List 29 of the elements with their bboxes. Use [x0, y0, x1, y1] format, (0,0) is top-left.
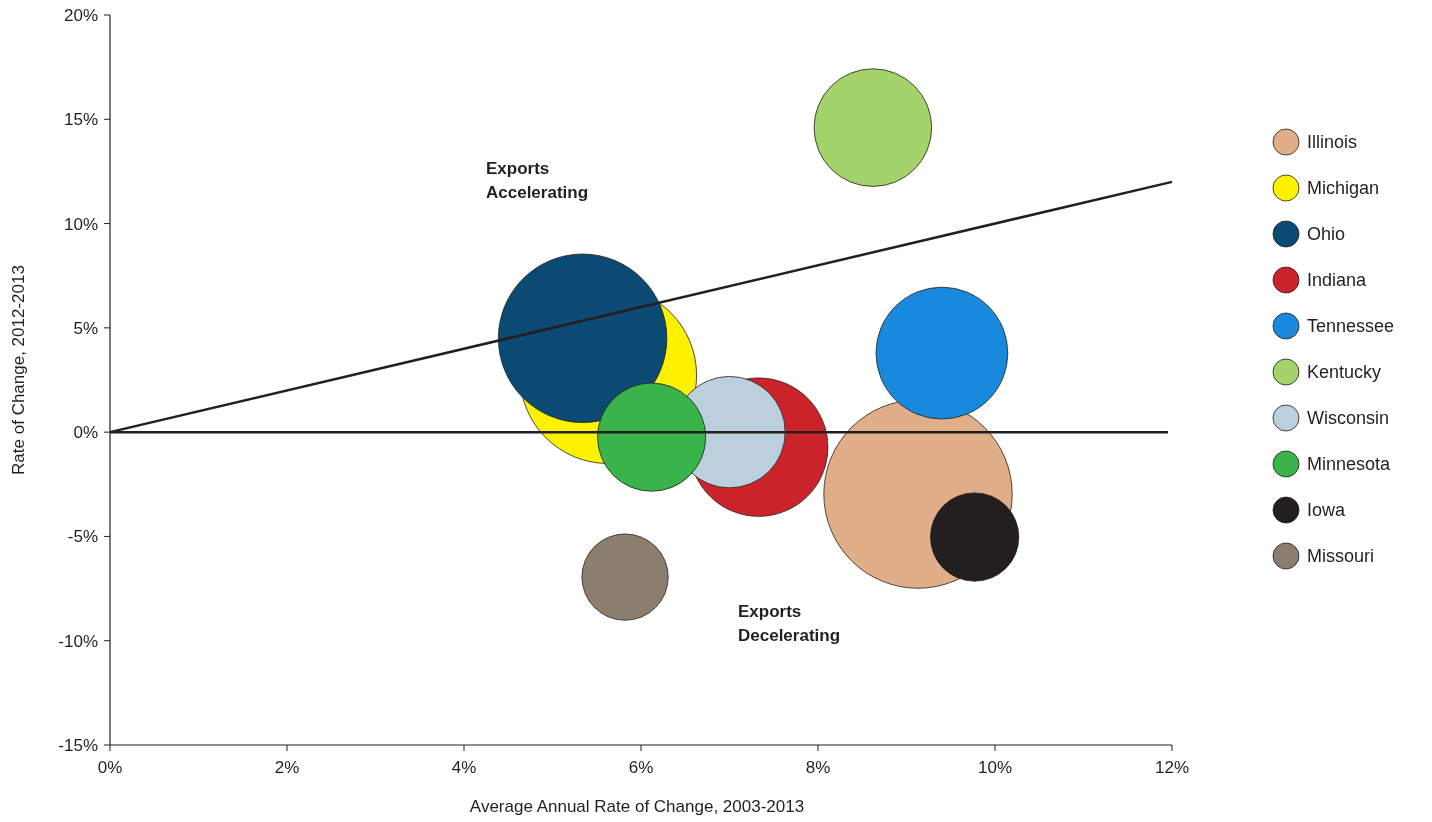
x-tick-label: 4%: [451, 758, 477, 777]
y-axis-title: Rate of Change, 2012-2013: [9, 265, 28, 475]
legend-label: Minnesota: [1307, 454, 1392, 475]
y-tick-label: -10%: [58, 631, 98, 651]
y-tick-label: 5%: [73, 318, 98, 338]
legend-label: Indiana: [1307, 270, 1368, 291]
x-tick-label: 8%: [805, 758, 831, 777]
legend-label: Iowa: [1307, 500, 1347, 521]
y-tick-label: -15%: [58, 735, 98, 755]
y-tick-label: 20%: [63, 5, 98, 25]
legend-label: Ohio: [1307, 224, 1346, 245]
y-tick-label: 15%: [63, 110, 98, 130]
legend-label: Illinois: [1307, 132, 1358, 153]
y-tick-label: -5%: [67, 527, 98, 547]
legend-label: Kentucky: [1307, 362, 1382, 383]
legend-label: Michigan: [1307, 178, 1380, 199]
y-tick-label: 10%: [63, 214, 98, 234]
legend-label: Tennessee: [1307, 316, 1395, 337]
annotation: Exports Accelerating: [486, 159, 589, 202]
x-axis-title: Average Annual Rate of Change, 2003-2013: [469, 797, 805, 816]
y-tick-label: 0%: [73, 423, 98, 443]
legend-label: Missouri: [1307, 546, 1375, 567]
x-tick-label: 6%: [628, 758, 654, 777]
x-tick-label: 10%: [977, 758, 1013, 777]
x-tick-label: 12%: [1154, 758, 1190, 777]
annotation: Exports Decelerating: [738, 602, 841, 645]
x-tick-label: 0%: [97, 758, 123, 777]
x-tick-label: 2%: [274, 758, 300, 777]
legend-label: Wisconsin: [1307, 408, 1390, 429]
